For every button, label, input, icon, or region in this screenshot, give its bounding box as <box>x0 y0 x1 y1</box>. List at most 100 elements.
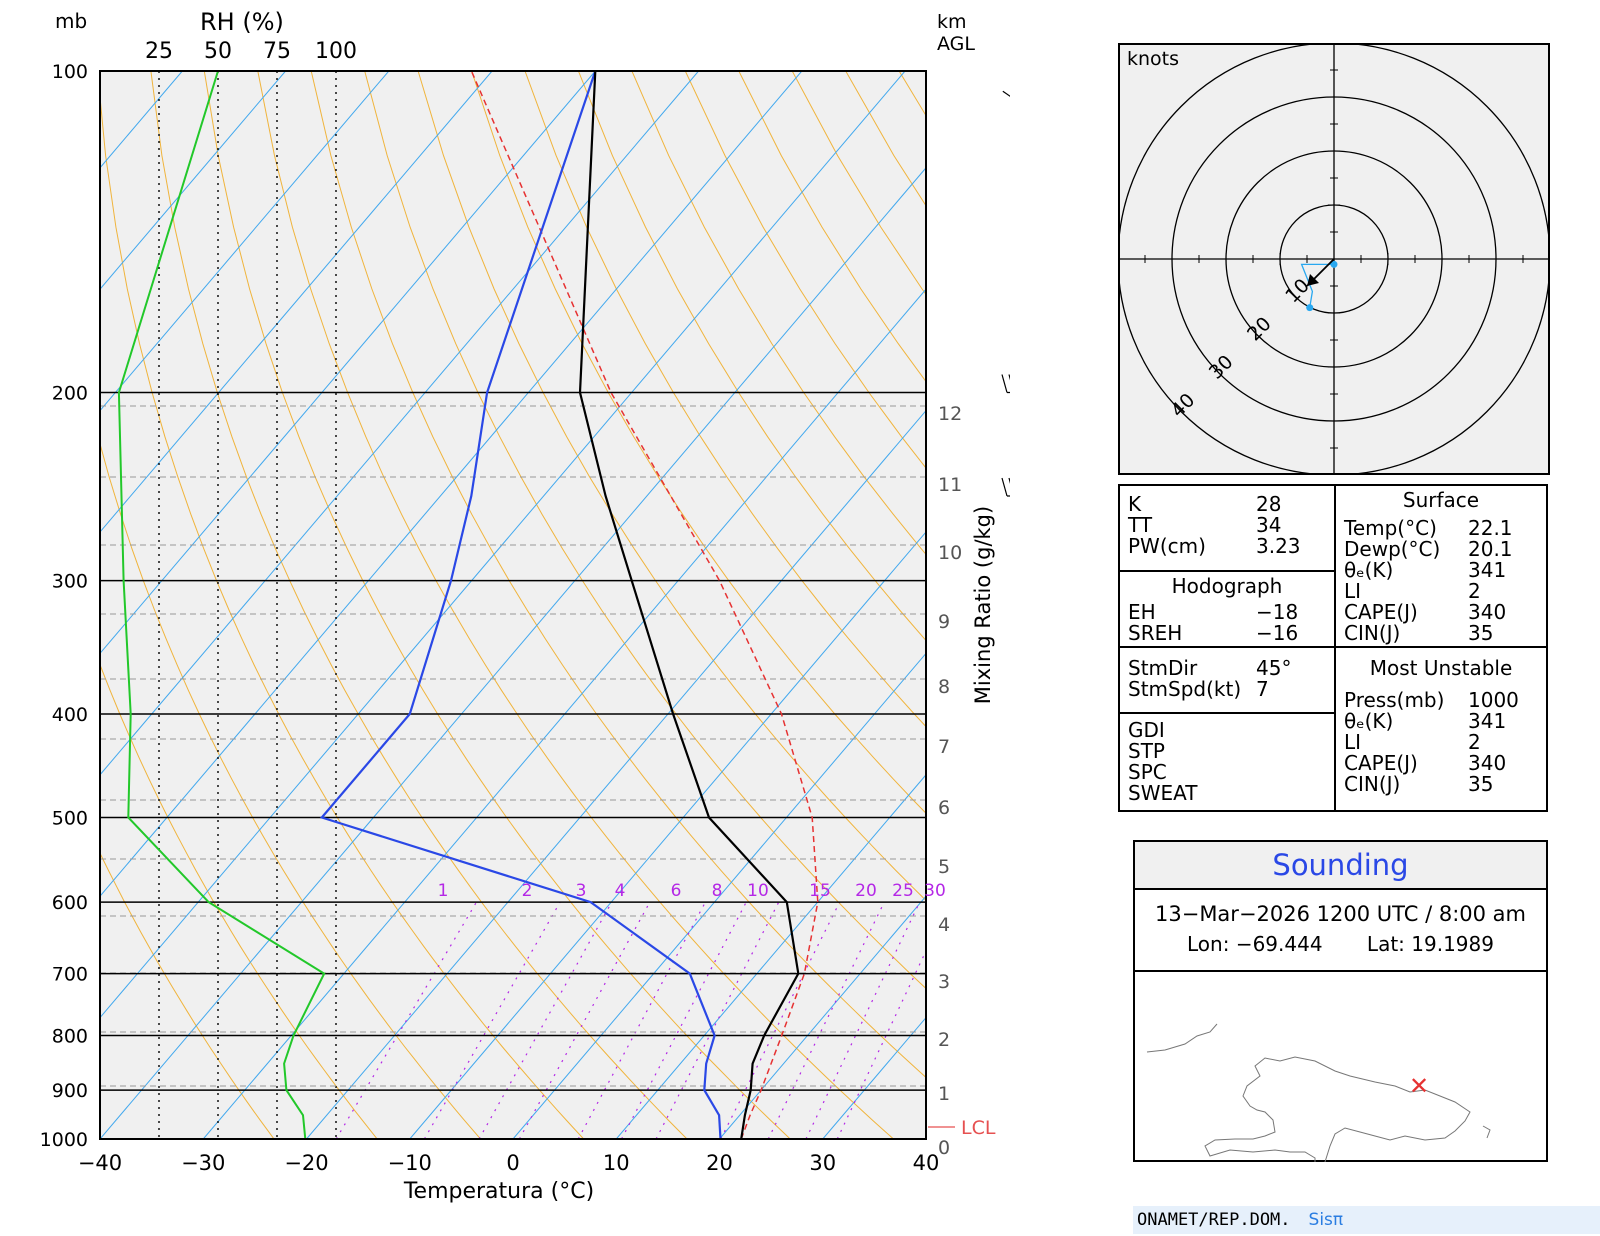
temperature-tick-label: 30 <box>809 1151 836 1175</box>
height-km-label: 8 <box>938 676 950 698</box>
hodograph-section-title: Hodograph <box>1171 574 1283 598</box>
general-index-row: TT 34 <box>1128 515 1326 536</box>
wind-barb-flag <box>1008 374 1010 381</box>
temperature-tick-label: −30 <box>181 1151 225 1175</box>
mixing-ratio-label: 2 <box>522 881 533 901</box>
isotherm <box>100 167 926 1139</box>
temperature-tick-label: −20 <box>284 1151 328 1175</box>
height-km-label: 2 <box>938 1029 950 1051</box>
other-indices: GDI STP SPC SWEAT <box>1120 714 1334 812</box>
mixing-ratio-label: 3 <box>576 881 587 901</box>
pressure-tick-label: 800 <box>52 1026 88 1048</box>
general-index-value: 3.23 <box>1256 534 1301 558</box>
pressure-tick-label: 300 <box>52 571 88 593</box>
km-label: km <box>937 11 967 33</box>
pressure-unit-label: mb <box>55 9 87 33</box>
footer: ONAMET/REP.DOM. Sisπ <box>1133 1206 1600 1234</box>
surface-index-label: CIN(J) <box>1344 621 1401 645</box>
pressure-tick-label: 100 <box>52 61 88 83</box>
isotherm <box>100 71 803 897</box>
mu-index-row: CAPE(J) 340 <box>1344 753 1538 774</box>
pressure-tick-label: 500 <box>52 807 88 829</box>
rh-tick-label: 25 <box>145 39 173 64</box>
storm-index-row: StmDir 45° <box>1128 658 1326 679</box>
rh-axis-label: RH (%) <box>200 8 284 36</box>
temperature-tick-label: 40 <box>913 1151 940 1175</box>
mu-index-row: CIN(J) 35 <box>1344 774 1538 795</box>
index-table: K 28 TT 34 PW(cm) 3.23 Hodograph EH −18 SREH −16… <box>1118 484 1548 812</box>
wind-barb-flag <box>1001 374 1008 393</box>
pressure-tick-label: 400 <box>52 704 88 726</box>
height-km-label: 7 <box>938 736 950 758</box>
pressure-tick-label: 1000 <box>40 1129 88 1151</box>
isotherm <box>306 409 926 1139</box>
dry-adiabat <box>1006 71 1010 1139</box>
storm-index-label: StmSpd(kt) <box>1128 677 1242 701</box>
mu-index-row: θₑ(K) 341 <box>1344 711 1538 732</box>
wind-barb-flag <box>1001 477 1008 497</box>
dry-adiabat <box>100 91 585 1139</box>
hodograph-index-row: EH −18 <box>1128 602 1326 623</box>
height-km-label: 5 <box>938 856 950 878</box>
other-index-label: SPC <box>1128 760 1167 784</box>
other-index-row: SWEAT <box>1128 783 1326 804</box>
dry-adiabat <box>417 71 926 902</box>
isotherm <box>409 531 926 1139</box>
storm-index-row: StmSpd(kt) 7 <box>1128 679 1326 700</box>
mu-index-value: 2 <box>1468 730 1481 754</box>
mixing-ratio-label: 4 <box>615 881 626 901</box>
dry-adiabat <box>310 71 926 1079</box>
height-km-label: 11 <box>938 474 962 496</box>
hodograph-indices: Hodograph EH −18 SREH −16 <box>1120 572 1334 648</box>
height-km-label: 3 <box>938 971 950 993</box>
agl-label: AGL <box>937 33 975 55</box>
pressure-tick-label: 700 <box>52 964 88 986</box>
cuba-coastline <box>1146 1023 1218 1053</box>
mixing-ratio-label: 15 <box>809 881 831 901</box>
rh-trace <box>117 71 326 1139</box>
wind-barb-flag <box>1008 477 1010 484</box>
height-km-label: 4 <box>938 914 950 936</box>
sounding-title-bar: Sounding <box>1135 842 1546 890</box>
isotherm <box>100 71 493 533</box>
location-map: ✕ <box>1146 1023 1491 1162</box>
surface-index-value: 35 <box>1468 621 1494 645</box>
mu-index-label: Press(mb) <box>1344 688 1445 712</box>
mixing-ratio-label: 1 <box>438 881 449 901</box>
surface-index-value: 341 <box>1468 558 1507 582</box>
rh-tick-label: 100 <box>315 39 357 64</box>
height-km-label: 0 <box>938 1137 950 1159</box>
surface-indices: Surface Temp(°C) 22.1 Dewp(°C) 20.1 θₑ(K) 341… <box>1334 486 1546 648</box>
general-index-value: 28 <box>1256 492 1282 516</box>
surface-index-value: 340 <box>1468 600 1507 624</box>
mixing-ratio-title: Mixing Ratio (g/kg) <box>971 506 995 704</box>
general-index-value: 34 <box>1256 513 1282 537</box>
dry-adiabat <box>203 71 791 1139</box>
sounding-lat: Lat: 19.1989 <box>1366 932 1494 956</box>
other-index-value <box>1256 762 1326 783</box>
mixing-ratio-line <box>577 901 706 1139</box>
hodograph-index-value: −16 <box>1256 621 1299 645</box>
surface-index-row: LI 2 <box>1344 581 1538 602</box>
hodograph-index-label: SREH <box>1128 621 1183 645</box>
mixing-ratio-label: 6 <box>671 881 682 901</box>
surface-index-row: CAPE(J) 340 <box>1344 602 1538 623</box>
other-index-row: GDI <box>1128 720 1326 741</box>
most-unstable-section-title: Most Unstable <box>1369 656 1513 680</box>
storm-index-value: 45° <box>1256 656 1292 680</box>
isotherm <box>100 71 286 290</box>
mu-index-value: 1000 <box>1468 688 1519 712</box>
footer-brand: Sisπ <box>1308 1210 1344 1230</box>
mixing-ratio-line <box>423 901 561 1139</box>
height-km-label: 1 <box>938 1083 950 1105</box>
storm-index-label: StmDir <box>1128 656 1198 680</box>
surface-index-row: CIN(J) 35 <box>1344 623 1538 644</box>
mixing-ratio-line <box>518 901 651 1139</box>
surface-index-value: 20.1 <box>1468 537 1513 561</box>
plot-border <box>99 70 927 1140</box>
hispaniola-coastline <box>1204 1056 1471 1162</box>
other-index-row: STP <box>1128 741 1326 762</box>
dry-adiabat <box>257 71 894 1139</box>
mixing-ratio-line <box>335 901 478 1139</box>
